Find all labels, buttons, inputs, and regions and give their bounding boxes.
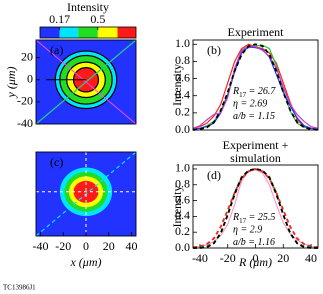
x-tick-label: 20	[103, 239, 115, 253]
y-tick-label: 0	[27, 72, 33, 86]
annotation-text: η = 2.9	[233, 225, 262, 236]
annotation-text: R	[232, 86, 239, 97]
y-tick-label: 0.4	[175, 208, 190, 222]
colorbar-tick-label: 0.5	[90, 12, 105, 26]
annotation-sub: 17	[239, 91, 247, 99]
y-tick-label: 1.0	[175, 161, 190, 175]
y-tick-label: 0.2	[175, 224, 190, 238]
y-tick-label: 0.8	[175, 177, 190, 191]
y-tick-label: 1.0	[175, 36, 190, 50]
panel-label: (c)	[50, 155, 63, 169]
annotation-text: η = 2.69	[233, 99, 267, 110]
y-tick-label: -20	[17, 94, 33, 108]
panel-label: (d)	[207, 168, 221, 182]
y-tick-label: 0.6	[175, 192, 190, 206]
y-tick-label: 0.2	[175, 105, 190, 119]
y-tick-label: 0.0	[175, 240, 190, 254]
series-line	[192, 45, 319, 129]
y-tick-label: 0.6	[175, 70, 190, 84]
y-tick-label: 0.4	[175, 87, 190, 101]
panel-label: (a)	[50, 43, 63, 57]
colorbar-bin	[40, 27, 60, 38]
x-tick-label: 40	[305, 251, 317, 265]
annotation-rest: = 25.5	[246, 212, 275, 223]
annotation-rest: = 26.7	[246, 86, 276, 97]
x-axis-label: x (μm)	[69, 255, 101, 269]
y-axis-label: Intensity	[170, 64, 184, 106]
y-tick-label: 0.8	[175, 53, 190, 67]
series-line	[193, 168, 318, 249]
series-line	[192, 167, 319, 249]
colorbar-bin	[117, 27, 136, 38]
y-tick-label: -40	[17, 116, 33, 130]
annotation-text: a/b = 1.15	[233, 111, 275, 122]
panel-title: Experiment	[228, 25, 285, 39]
annotation: η = 2.9	[233, 225, 262, 236]
x-tick-label: -40	[33, 239, 49, 253]
colorbar-bin	[97, 27, 118, 38]
axes-frame	[192, 39, 319, 131]
x-axis-label: R (μm)	[238, 255, 272, 269]
y-tick-label: 20	[21, 49, 33, 63]
colorbar-bin	[59, 27, 79, 38]
axes-frame	[35, 39, 137, 125]
panel-subtitle: simulation	[230, 151, 281, 165]
annotation: a/b = 1.15	[233, 111, 275, 122]
y-axis-label: y (μm)	[4, 66, 18, 98]
guide	[35, 39, 137, 125]
footer: TC13986J1	[3, 284, 36, 292]
panel-label: (b)	[207, 43, 221, 57]
colorbar-title: Intensity	[67, 0, 109, 14]
series-line	[192, 43, 319, 131]
x-tick-label: -20	[220, 251, 236, 265]
y-axis-label: Intensity	[170, 186, 184, 228]
x-tick-label: 40	[125, 239, 137, 253]
annotation-text: R	[232, 212, 239, 223]
x-tick-label: 0	[253, 251, 259, 265]
colorbar-frame	[39, 26, 137, 39]
x-tick-label: -40	[192, 251, 208, 265]
x-tick-label: 0	[83, 239, 89, 253]
annotation: R17 = 26.7	[232, 86, 276, 98]
panel-title: Experiment +	[223, 138, 289, 152]
x-tick-label: -20	[55, 239, 71, 253]
annotation: η = 2.69	[233, 99, 267, 110]
annotation: R17 = 25.5	[232, 212, 275, 224]
x-tick-label: 20	[277, 251, 289, 265]
y-tick-label: 0.0	[175, 122, 190, 136]
colorbar-bin	[78, 27, 98, 38]
annotation-sub: 17	[239, 217, 247, 225]
annotation-text: a/b = 1.16	[233, 237, 275, 248]
annotation: a/b = 1.16	[233, 237, 275, 248]
colorbar-tick-label: 0.17	[49, 12, 70, 26]
